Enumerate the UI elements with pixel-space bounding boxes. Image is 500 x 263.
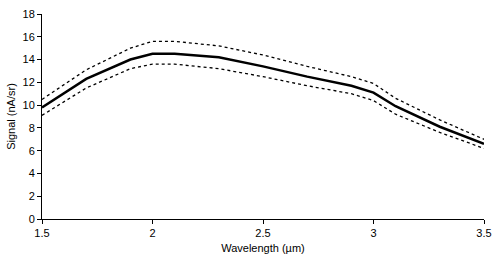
svg-text:1.5: 1.5 (34, 227, 49, 239)
svg-text:0: 0 (29, 213, 35, 225)
svg-text:3: 3 (370, 227, 376, 239)
svg-text:Wavelength (µm): Wavelength (µm) (221, 242, 305, 254)
svg-text:12: 12 (23, 76, 35, 88)
svg-text:2.5: 2.5 (255, 227, 270, 239)
svg-text:3.5: 3.5 (476, 227, 491, 239)
svg-text:4: 4 (29, 167, 35, 179)
svg-text:18: 18 (23, 8, 35, 20)
svg-text:Signal (nA/sr): Signal (nA/sr) (5, 83, 17, 150)
svg-text:16: 16 (23, 31, 35, 43)
svg-text:2: 2 (149, 227, 155, 239)
svg-text:8: 8 (29, 122, 35, 134)
svg-text:14: 14 (23, 53, 35, 65)
svg-text:2: 2 (29, 190, 35, 202)
svg-text:6: 6 (29, 145, 35, 157)
svg-text:10: 10 (23, 99, 35, 111)
